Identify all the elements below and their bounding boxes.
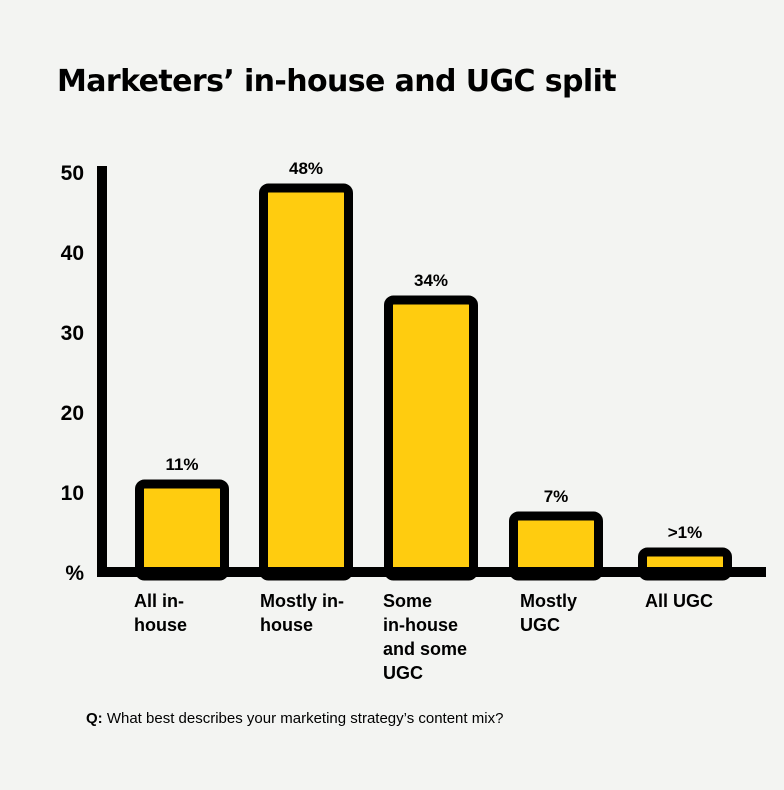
- bar-value-label: 11%: [165, 455, 198, 474]
- category-label: Mostly in- house: [260, 591, 344, 635]
- category-label: All in- house: [134, 591, 188, 635]
- category-label: Mostly UGC: [520, 591, 578, 635]
- y-axis-unit-label: %: [65, 562, 84, 585]
- bar-value-label: 7%: [544, 487, 569, 506]
- question-text: What best describes your marketing strat…: [106, 710, 504, 727]
- y-tick-label: 10: [61, 482, 84, 505]
- survey-question: Q: What best describes your marketing st…: [86, 710, 503, 727]
- y-tick-label: 20: [61, 402, 84, 425]
- bar: [384, 295, 478, 581]
- bar: [259, 183, 353, 581]
- question-prefix: Q:: [86, 710, 103, 727]
- y-tick-label: 30: [61, 322, 84, 345]
- bar-value-label: >1%: [668, 523, 703, 542]
- y-tick-label: 40: [61, 242, 84, 265]
- bar-value-label: 34%: [414, 271, 448, 290]
- category-label: All UGC: [645, 591, 714, 611]
- y-tick-label: 50: [61, 162, 84, 185]
- bar-value-label: 48%: [289, 159, 323, 178]
- chart-title: Marketers’ in-house and UGC split: [57, 64, 617, 99]
- category-label: Some in-house and some UGC: [383, 591, 468, 683]
- bar: [135, 479, 229, 581]
